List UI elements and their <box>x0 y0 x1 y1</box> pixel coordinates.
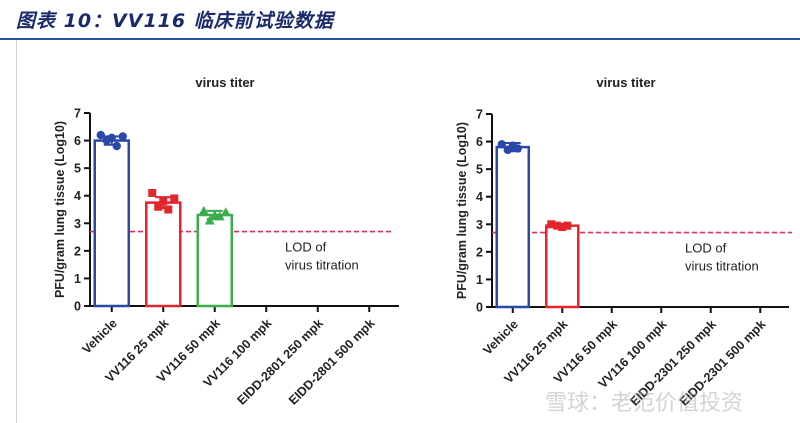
bar <box>93 139 130 308</box>
data-point <box>96 130 105 140</box>
y-tick-label: 1 <box>74 272 81 286</box>
y-tick-label: 2 <box>74 244 81 258</box>
data-point <box>159 197 168 206</box>
chart-2: virus titer PFU/gram lung tissue (Log10) 0… <box>455 75 792 409</box>
bar <box>196 213 233 308</box>
figure-caption: 图表 10：VV116 临床前试验数据 <box>16 10 334 32</box>
data-point <box>170 194 179 203</box>
y-tick-label: 0 <box>476 301 483 315</box>
data-point <box>558 223 567 232</box>
lod-label: virus titration <box>685 259 759 274</box>
y-axis-label: PFU/gram lung tissue (Log10) <box>53 121 67 298</box>
y-tick-label: 7 <box>74 107 81 121</box>
header-divider <box>0 38 800 40</box>
data-point <box>148 188 157 197</box>
data-point <box>497 140 506 149</box>
y-tick-label: 2 <box>476 245 483 259</box>
y-tick-label: 3 <box>476 218 483 232</box>
y-tick-label: 4 <box>74 189 81 203</box>
data-point <box>198 205 209 215</box>
data-point <box>214 211 225 221</box>
y-tick-label: 5 <box>476 163 483 177</box>
y-axis-label: PFU/gram lung tissue (Log10) <box>455 122 469 299</box>
chart-title: virus titer <box>596 75 655 90</box>
bar <box>145 201 182 308</box>
data-point <box>513 144 522 153</box>
chart-1: virus titer PFU/gram lung tissue (Log10) 0… <box>53 75 399 408</box>
y-tick-label: 6 <box>476 135 483 149</box>
data-point <box>154 202 163 211</box>
y-tick-label: 5 <box>74 162 81 176</box>
y-tick-label: 4 <box>476 190 483 204</box>
y-tick-label: 7 <box>476 108 483 122</box>
y-tick-label: 1 <box>476 273 483 287</box>
lod-label: virus titration <box>285 258 359 273</box>
data-point <box>164 205 173 214</box>
bar <box>545 224 580 309</box>
x-tick-label: EIDD-2801 500 mpk <box>286 316 377 407</box>
watermark: 雪球：老范价值投资 <box>545 391 744 416</box>
data-point <box>118 132 127 141</box>
bar <box>495 145 530 309</box>
data-point <box>547 220 556 229</box>
y-tick-label: 3 <box>74 217 81 231</box>
left-border <box>16 40 17 423</box>
y-tick-label: 0 <box>74 300 81 314</box>
lod-label: LOD of <box>285 240 327 255</box>
data-point <box>107 133 116 143</box>
x-tick-label: Vehicle <box>480 317 520 357</box>
y-tick-label: 6 <box>74 134 81 148</box>
x-tick-label: EIDD-2801 250 mpk <box>234 316 325 407</box>
report-header: 图表 10：VV116 临床前试验数据 <box>0 0 800 40</box>
data-point <box>220 207 231 217</box>
data-point <box>204 215 215 225</box>
data-point <box>553 221 562 230</box>
data-point <box>112 141 121 151</box>
chart-title: virus titer <box>195 75 254 90</box>
data-point <box>563 221 572 230</box>
x-tick-label: Vehicle <box>79 316 119 356</box>
lod-label: LOD of <box>685 241 727 256</box>
